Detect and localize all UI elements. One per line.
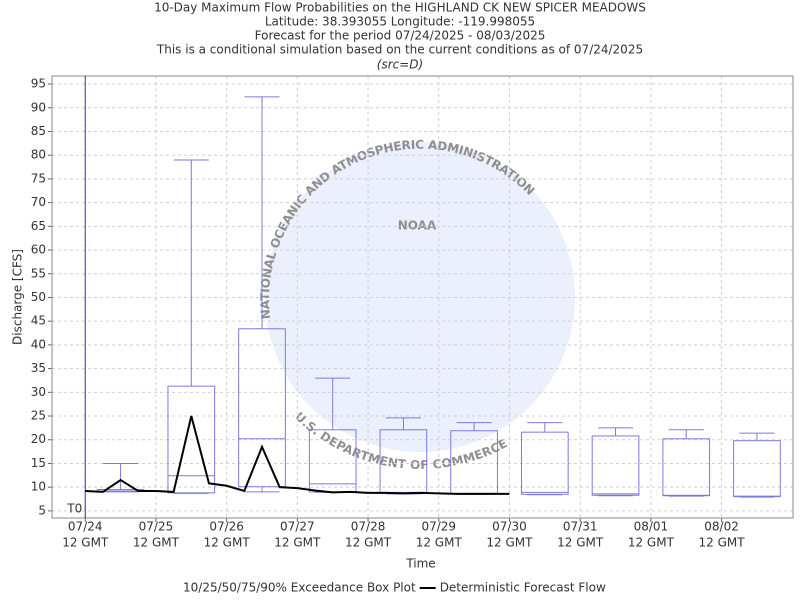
t0-label: T0 — [66, 502, 82, 516]
y-tick-label: 25 — [31, 409, 46, 423]
chart-title: 10-Day Maximum Flow Probabilities on the… — [154, 1, 646, 15]
x-tick-label: 12 GMT — [274, 536, 321, 550]
subtitle: Latitude: 38.393055 Longitude: -119.9980… — [265, 15, 535, 29]
x-tick-label: 12 GMT — [699, 536, 746, 550]
legend-label: 10/25/50/75/90% Exceedance Box Plot — [183, 581, 416, 595]
y-tick-label: 35 — [31, 361, 46, 375]
subtitle: This is a conditional simulation based o… — [156, 43, 643, 57]
x-tick-label: 07/25 — [139, 520, 174, 534]
box — [591, 435, 640, 496]
x-tick-label: 07/29 — [421, 520, 456, 534]
x-tick-label: 12 GMT — [133, 536, 180, 550]
y-tick-label: 10 — [31, 480, 46, 494]
x-tick-label: 07/28 — [351, 520, 386, 534]
y-tick-label: 40 — [31, 337, 46, 351]
subtitle: Forecast for the period 07/24/2025 - 08/… — [255, 29, 546, 43]
x-tick-label: 12 GMT — [345, 536, 392, 550]
y-tick-label: 50 — [31, 290, 46, 304]
x-tick-label: 08/01 — [634, 520, 669, 534]
x-tick-label: 12 GMT — [204, 536, 251, 550]
y-tick-label: 45 — [31, 314, 46, 328]
x-tick-label: 08/02 — [704, 520, 739, 534]
y-tick-label: 90 — [31, 100, 46, 114]
x-tick-label: 12 GMT — [62, 536, 109, 550]
x-tick-label: 12 GMT — [557, 536, 604, 550]
box — [238, 328, 286, 488]
y-tick-label: 5 — [38, 503, 46, 517]
y-tick-label: 70 — [31, 195, 46, 209]
y-axis-label: Discharge [CFS] — [11, 249, 25, 345]
y-tick-label: 60 — [31, 243, 46, 257]
x-tick-label: 07/31 — [563, 520, 598, 534]
x-tick-label: 07/30 — [492, 520, 527, 534]
x-tick-label: 07/24 — [68, 520, 103, 534]
x-axis-label: Time — [405, 557, 435, 571]
box — [520, 431, 569, 495]
x-tick-label: 07/27 — [280, 520, 315, 534]
y-tick-label: 95 — [31, 77, 46, 91]
x-tick-label: 12 GMT — [628, 536, 675, 550]
x-tick-label: 12 GMT — [486, 536, 533, 550]
box — [167, 385, 216, 494]
watermark-logo: NOAA — [398, 219, 437, 233]
y-tick-label: 65 — [31, 219, 46, 233]
y-tick-label: 85 — [31, 124, 46, 138]
forecast-line — [85, 415, 510, 495]
plot-frame — [51, 75, 794, 519]
y-tick-label: 15 — [31, 456, 46, 470]
x-tick-label: 07/26 — [209, 520, 244, 534]
y-tick-label: 55 — [31, 266, 46, 280]
y-tick-label: 30 — [31, 385, 46, 399]
legend-label: Deterministic Forecast Flow — [440, 581, 606, 595]
subtitle: (src=D) — [377, 58, 423, 72]
y-tick-label: 20 — [31, 432, 46, 446]
y-tick-label: 75 — [31, 171, 46, 185]
y-tick-label: 80 — [31, 148, 46, 162]
x-tick-label: 12 GMT — [416, 536, 463, 550]
